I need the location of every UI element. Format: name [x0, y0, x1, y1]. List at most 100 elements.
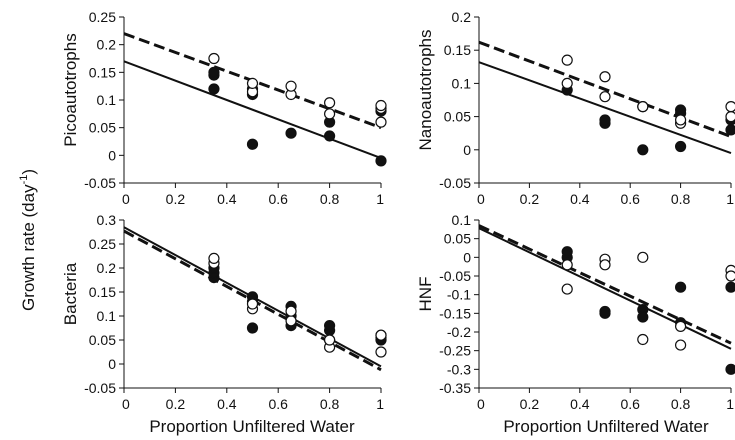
data-point-open: [674, 339, 687, 351]
x-tick-label: 0.4: [570, 396, 590, 412]
panel-1: -0.05 0 0.05 0.1 0.15 0.2 0.25 0 0.2 0.4 0.6 0.8 1 Pi…: [61, 9, 387, 207]
data-point-open: [599, 71, 611, 83]
y-axis-title-main: Growth rate (day: [19, 184, 38, 311]
y-axis-title-close: ): [19, 169, 38, 175]
y-tick-label: 0.1: [452, 75, 472, 91]
y-tick-label: 0.1: [97, 308, 117, 324]
y-tick-label: 0.15: [89, 64, 116, 80]
data-point-open: [561, 77, 573, 90]
x-tick-label: 0.6: [620, 396, 640, 412]
data-point-filled: [375, 155, 387, 167]
panel-3: -0.05 0 0.05 0.1 0.15 0.2 0.25 0.3 0 0.2 0.4 0.6 0.8…: [61, 212, 387, 412]
data-point-filled: [246, 138, 259, 150]
y-tick-label: 0.05: [444, 109, 471, 125]
y-tick-label: 0.25: [89, 236, 116, 252]
x-tick-label: 0.8: [671, 191, 691, 207]
x-tick-label: 0.4: [570, 191, 590, 207]
x-tick-label: 0.2: [166, 191, 186, 207]
x-tick-label: 0.2: [520, 396, 540, 412]
y-tick-label: 0.25: [89, 9, 116, 25]
y-tick-label: 0: [108, 147, 116, 163]
y-tick-label: 0.05: [89, 332, 116, 348]
y-tick-label: 0.1: [452, 212, 472, 228]
x-tick-label: 0.4: [217, 396, 237, 412]
data-point-open: [375, 116, 387, 128]
data-point-filled: [674, 104, 687, 116]
y-tick-label: -0.05: [439, 268, 471, 284]
data-point-filled: [674, 281, 687, 293]
data-point-open: [285, 315, 297, 327]
data-point-open: [561, 54, 573, 66]
x-tick-label: 0.6: [268, 191, 288, 207]
y-tick-label: 0.05: [89, 120, 116, 136]
regression-line-dashed: [478, 224, 732, 345]
data-point-open: [285, 80, 297, 92]
panel-label: Picoautotrophs: [61, 33, 80, 146]
y-tick-label: 0: [463, 142, 471, 158]
x-tick-label: 0: [477, 191, 485, 207]
data-point-open: [208, 252, 220, 264]
x-tick-label: 0.2: [166, 396, 186, 412]
y-tick-label: -0.15: [439, 305, 471, 321]
data-point-open: [375, 99, 387, 112]
x-tick-label: 1: [376, 191, 384, 207]
data-point-open: [725, 270, 735, 282]
data-point-open: [674, 114, 687, 126]
panels-group: -0.05 0 0.05 0.1 0.15 0.2 0.25 0 0.2 0.4 0.6 0.8 1 Pi…: [61, 9, 735, 412]
data-point-open: [246, 77, 259, 90]
x-tick-label: 0.6: [620, 191, 640, 207]
x-tick-label: 1: [376, 396, 384, 412]
data-point-open: [208, 52, 220, 65]
y-tick-label: 0: [108, 356, 116, 372]
y-tick-label: -0.3: [447, 361, 471, 377]
y-tick-label: -0.2: [447, 324, 471, 340]
data-point-filled: [599, 114, 611, 126]
x-tick-label: 0.2: [520, 191, 540, 207]
y-tick-label: 0: [463, 249, 471, 265]
data-point-open: [285, 305, 297, 317]
x-tick-label: 0: [122, 191, 130, 207]
regression-line-solid: [478, 61, 732, 155]
x-tick-label: 0.8: [671, 396, 691, 412]
data-point-open: [561, 259, 573, 271]
data-point-filled: [725, 363, 735, 375]
x-tick-label: 0.6: [268, 396, 288, 412]
data-point-filled: [674, 140, 687, 153]
panel-4: -0.35 -0.3 -0.25 -0.2 -0.15 -0.1 -0.05 0 0.05 0.1…: [416, 212, 735, 412]
data-point-filled: [637, 144, 649, 156]
data-point-filled: [324, 130, 336, 142]
data-point-open: [637, 251, 649, 263]
y-tick-label: -0.35: [439, 380, 471, 396]
regression-line-dashed: [478, 40, 732, 138]
data-point-open: [324, 108, 336, 120]
y-tick-label: 0.15: [444, 42, 471, 58]
y-tick-label: 0.2: [97, 37, 117, 53]
y-tick-label: 0.2: [452, 9, 472, 25]
x-tick-label: 1: [726, 191, 734, 207]
data-point-filled: [324, 320, 336, 332]
data-point-filled: [725, 281, 735, 293]
y-tick-label: 0.1: [97, 92, 117, 108]
data-point-filled: [637, 311, 649, 323]
y-axis-title-superscript: -1: [18, 175, 30, 185]
data-point-open: [375, 329, 387, 341]
y-tick-label: -0.1: [447, 287, 471, 303]
x-tick-label: 0.4: [217, 191, 237, 207]
data-point-filled: [208, 66, 220, 78]
data-point-open: [375, 346, 387, 358]
data-point-filled: [208, 83, 220, 95]
data-point-filled: [285, 127, 297, 139]
data-point-filled: [246, 322, 259, 334]
data-point-open: [561, 283, 573, 295]
panel-label: Bacteria: [61, 262, 80, 325]
data-point-open: [725, 111, 735, 123]
x-tick-label: 1: [726, 396, 734, 412]
y-tick-label: 0.05: [444, 231, 471, 247]
data-point-open: [674, 320, 687, 332]
y-tick-label: 0.15: [89, 284, 116, 300]
x-axis-title-left: Proportion Unfiltered Water: [149, 417, 355, 436]
x-tick-label: 0: [477, 396, 485, 412]
data-point-open: [324, 334, 336, 346]
y-tick-label: -0.05: [84, 175, 116, 191]
